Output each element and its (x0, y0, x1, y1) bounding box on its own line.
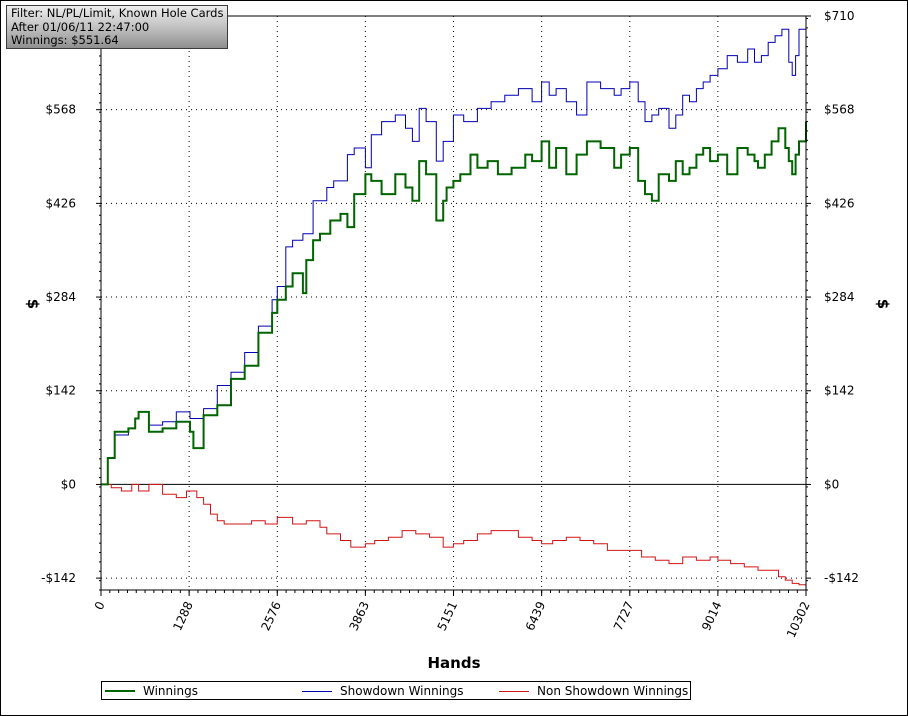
winnings-total-text: Winnings: $551.64 (11, 33, 119, 47)
y-tick-label-left: $0 (61, 477, 76, 491)
legend-label-winnings: Winnings (143, 684, 198, 698)
legend-item-non-showdown: Non Showdown Winnings (499, 683, 688, 699)
after-date-text: After 01/06/11 22:47:00 (11, 19, 150, 34)
x-tick-label: 9014 (699, 599, 725, 633)
y-tick-label-left: $284 (45, 290, 76, 304)
y-axis-title-left: $ (24, 299, 42, 309)
legend-label-non-showdown: Non Showdown Winnings (537, 684, 689, 698)
x-axis-title: Hands (427, 654, 480, 672)
filter-info-box: Filter: NL/PL/Limit, Known Hole Cards Af… (6, 5, 228, 49)
x-tick-label: 2576 (258, 599, 284, 633)
x-tick-label: 6439 (523, 599, 549, 633)
legend-swatch-showdown (302, 690, 332, 692)
legend-item-showdown: Showdown Winnings (302, 683, 464, 699)
y-tick-label-left: -$142 (41, 571, 76, 585)
y-tick-label-right: $426 (824, 196, 855, 210)
y-axis-title-right: $ (874, 299, 892, 309)
legend-swatch-non-showdown (499, 690, 529, 692)
y-tick-label-right: $142 (824, 384, 855, 398)
x-tick-label: 1288 (170, 599, 196, 633)
y-tick-label-left: $426 (45, 196, 76, 210)
chart-legend: Winnings Showdown Winnings Non Showdown … (101, 681, 691, 700)
legend-item-winnings: Winnings (105, 683, 198, 699)
legend-label-showdown: Showdown Winnings (340, 684, 464, 698)
legend-swatch-winnings (105, 690, 135, 692)
filter-text: Filter: NL/PL/Limit, Known Hole Cards (11, 6, 224, 20)
series-line-1 (101, 16, 807, 485)
y-tick-label-left: $568 (45, 103, 76, 117)
y-tick-label-right: $710 (824, 9, 855, 23)
x-tick-label: 3863 (346, 599, 372, 633)
y-tick-label-right: $284 (824, 290, 855, 304)
y-tick-label-right: $0 (824, 477, 839, 491)
axis-layer: -$142 -$142 $0 $0 $142 $142 $284 $284 $426 $426 $5… (41, 9, 859, 640)
series-line-2 (101, 483, 807, 587)
x-tick-label: 10302 (784, 599, 813, 640)
grid-layer (101, 15, 806, 590)
y-tick-label-right: -$142 (824, 571, 859, 585)
y-tick-label-left: $142 (45, 384, 76, 398)
x-tick-label: 7727 (611, 599, 637, 633)
x-tick-label: 0 (92, 599, 108, 612)
series-layer (101, 16, 807, 587)
x-tick-label: 5151 (435, 599, 461, 633)
y-tick-label-right: $568 (824, 103, 855, 117)
series-line-0 (101, 121, 807, 486)
